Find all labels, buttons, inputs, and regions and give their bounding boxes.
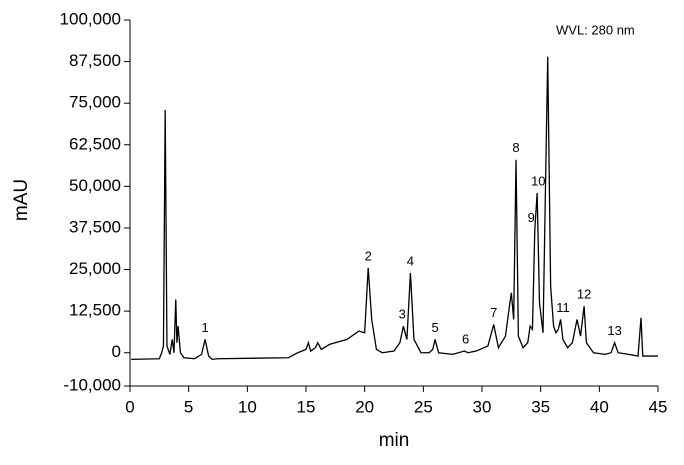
peak-label: 1 — [201, 320, 208, 335]
x-tick-label: 5 — [184, 397, 193, 416]
y-axis-label: mAU — [11, 179, 32, 221]
peak-label: 12 — [577, 287, 591, 302]
x-tick-label: 40 — [590, 397, 609, 416]
x-tick-label: 10 — [238, 397, 257, 416]
x-tick-label: 30 — [473, 397, 492, 416]
peak-label: 6 — [462, 332, 469, 347]
x-tick-label: 15 — [297, 397, 316, 416]
x-tick-label: 25 — [414, 397, 433, 416]
y-tick-label: 25,000 — [69, 259, 121, 278]
peak-label: 4 — [407, 253, 414, 268]
x-tick-label: 20 — [355, 397, 374, 416]
y-tick-label: 100,000 — [60, 9, 121, 28]
peak-label: 10 — [531, 173, 545, 188]
y-tick-label: 50,000 — [69, 176, 121, 195]
y-tick-label: 62,500 — [69, 134, 121, 153]
peak-label: 3 — [399, 307, 406, 322]
wavelength-label: WVL: 280 nm — [556, 22, 635, 37]
y-tick-label: -10,000 — [63, 375, 121, 394]
peak-label: 9 — [528, 210, 535, 225]
x-tick-label: 0 — [125, 397, 134, 416]
trace — [131, 56, 658, 361]
y-tick-label: 37,500 — [69, 217, 121, 236]
y-tick-label: 12,500 — [69, 301, 121, 320]
peak-label: 11 — [556, 300, 570, 315]
peak-label: 5 — [431, 320, 438, 335]
peak-label: 8 — [512, 140, 519, 155]
x-tick-label: 45 — [649, 397, 668, 416]
y-tick-label: 87,500 — [69, 51, 121, 70]
peak-label: 2 — [365, 248, 372, 263]
y-tick-label: 75,000 — [69, 93, 121, 112]
y-tick-label: 0 — [112, 342, 121, 361]
x-axis-label: min — [379, 430, 410, 451]
peak-label: 13 — [607, 323, 621, 338]
x-tick-label: 35 — [531, 397, 550, 416]
peak-label: 7 — [490, 305, 497, 320]
